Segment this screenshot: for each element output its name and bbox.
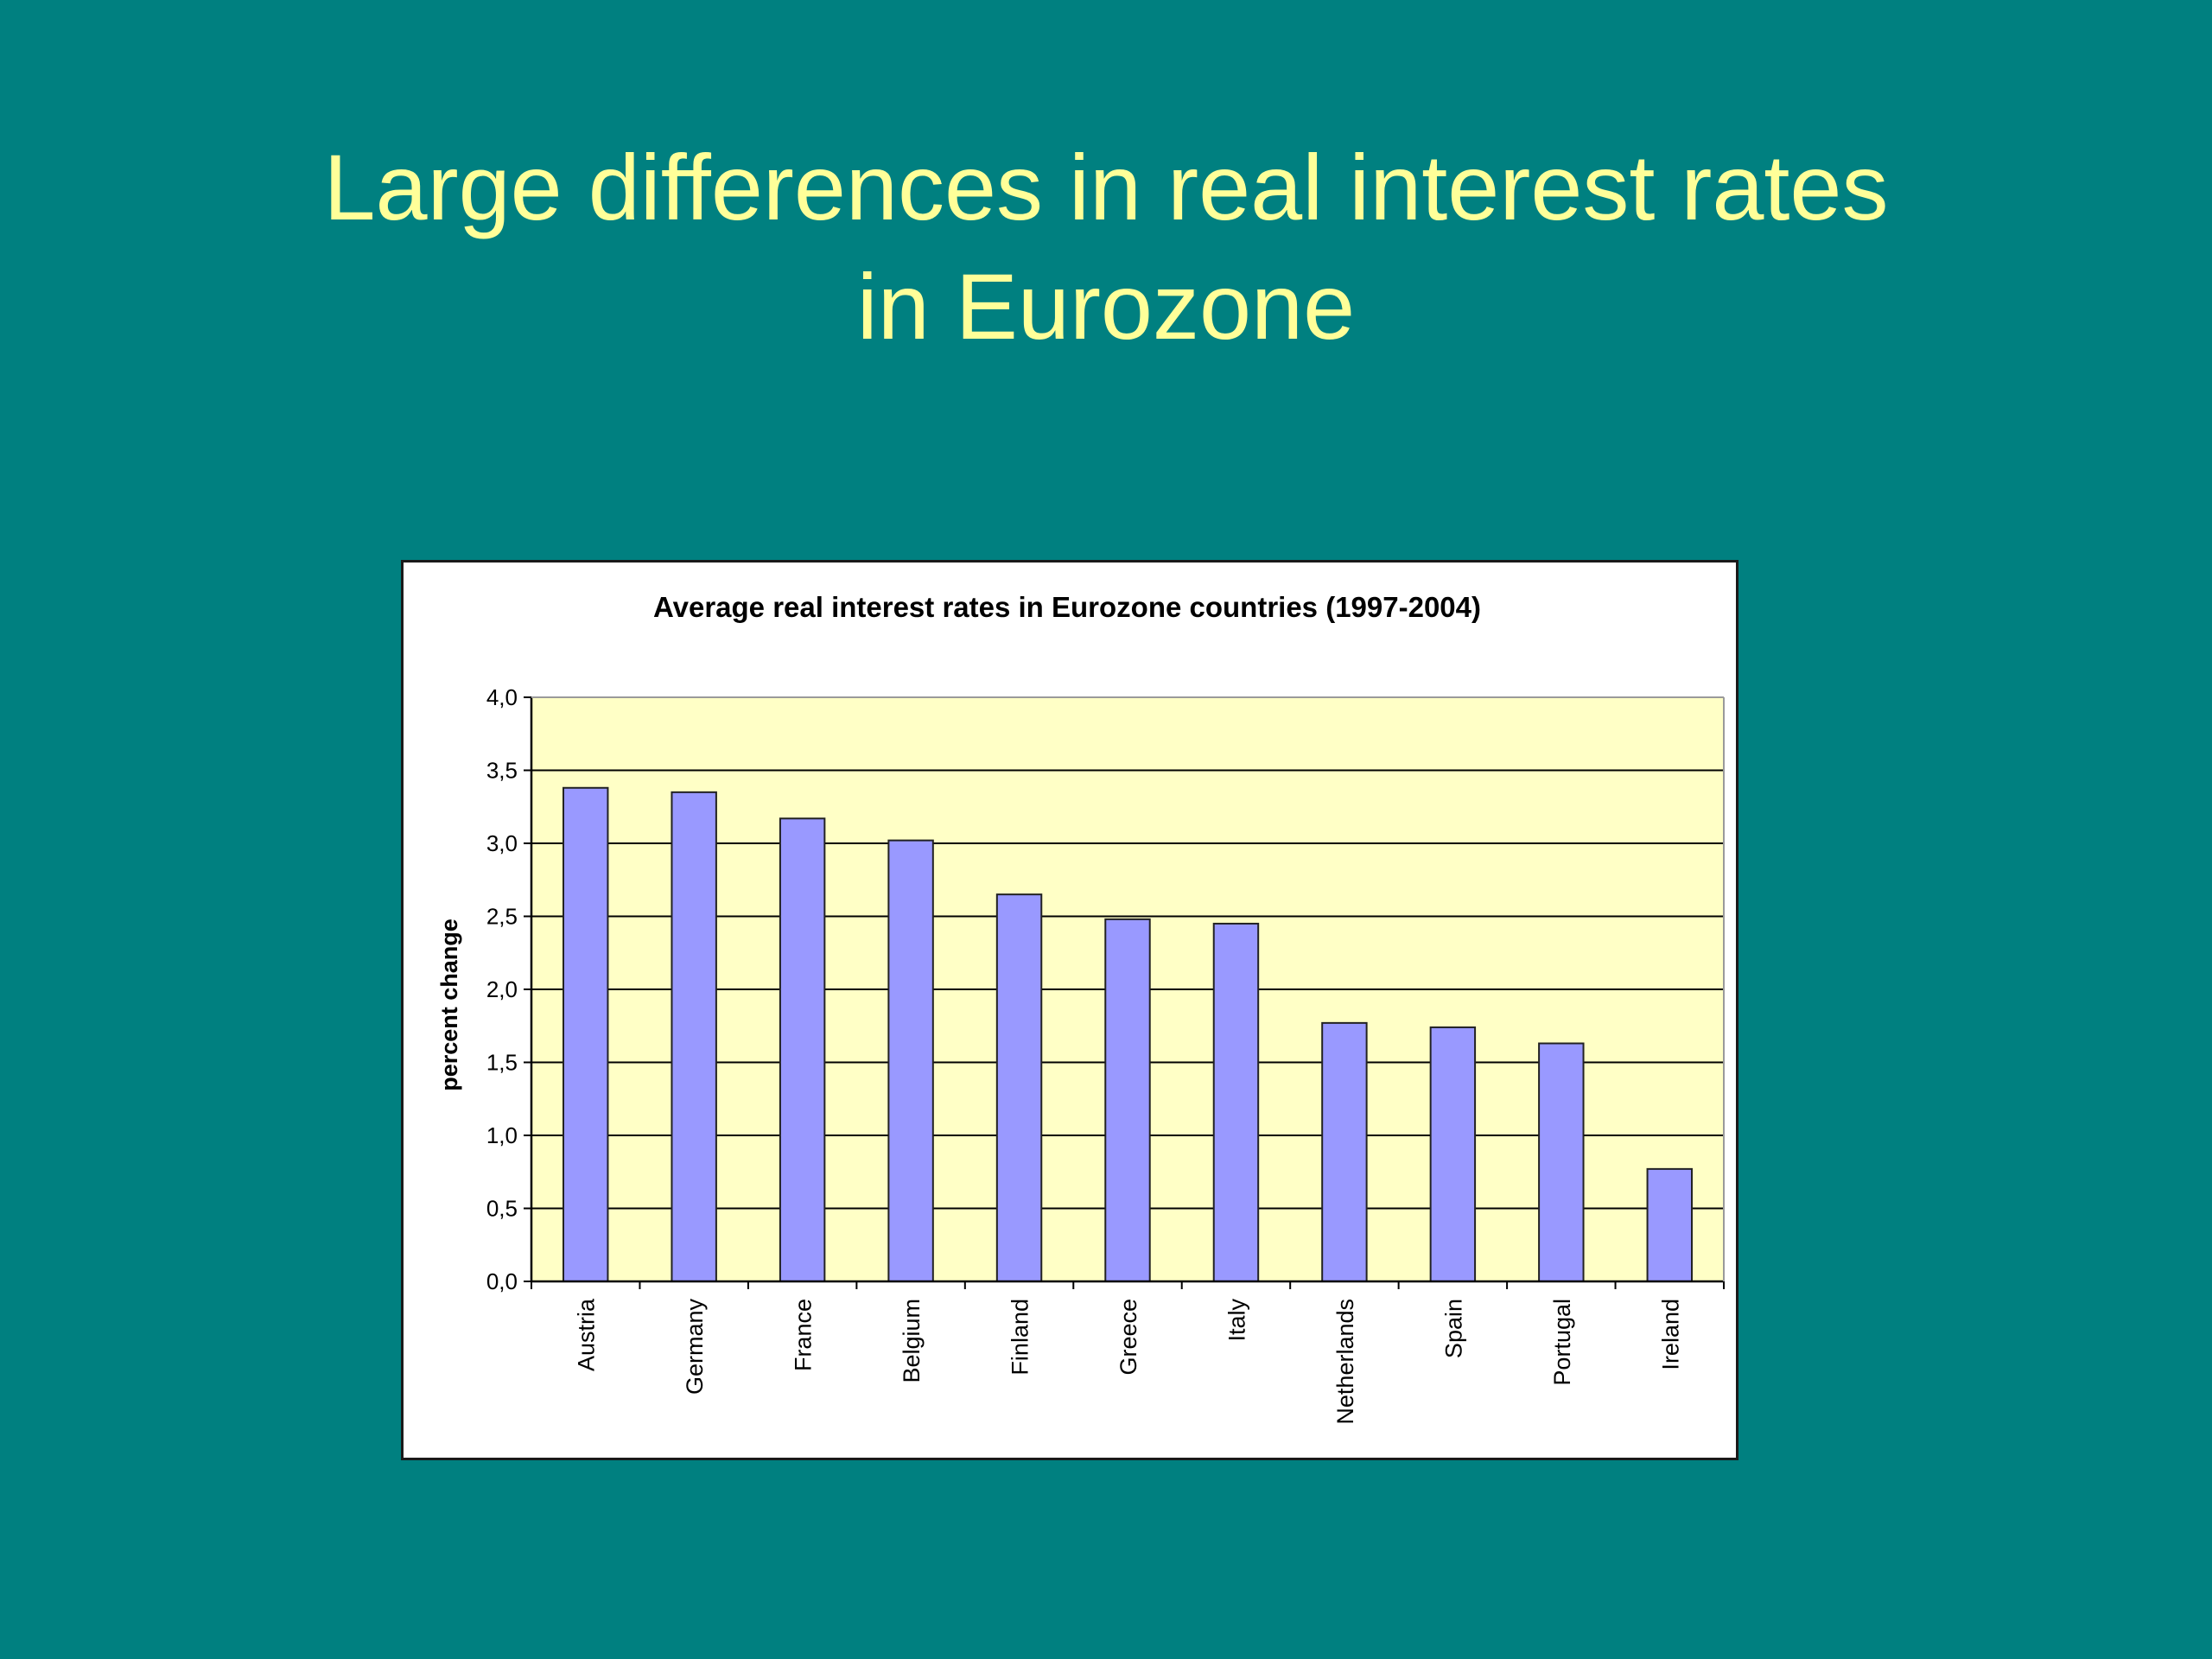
bar-chart: Average real interest rates in Eurozone … <box>436 591 1725 1425</box>
x-tick-label: Austria <box>574 1298 600 1371</box>
y-tick-label: 4,0 <box>486 684 518 710</box>
bar <box>1429 1026 1477 1282</box>
x-axis-ticks: Austria Germany France Belgium Finland Greece… <box>531 1281 1725 1425</box>
y-axis-ticks: 0,0 0,5 1,0 1,5 2,0 2,5 3,0 3,5 4,0 <box>486 684 531 1294</box>
bars <box>563 786 1693 1283</box>
y-tick-label: 0,5 <box>486 1196 518 1222</box>
y-axis-title: percent change <box>436 918 462 1091</box>
y-tick-label: 3,0 <box>486 830 518 856</box>
x-tick-label: Germany <box>682 1299 708 1395</box>
slide-title: Large differences in real interest rates… <box>0 128 2212 366</box>
x-tick-label: Italy <box>1224 1299 1249 1342</box>
x-tick-label: Ireland <box>1657 1299 1683 1370</box>
bar <box>887 839 934 1282</box>
bar <box>779 817 826 1282</box>
chart-title: Average real interest rates in Eurozone … <box>653 591 1481 623</box>
y-tick-label: 1,0 <box>486 1122 518 1148</box>
bar <box>1646 1167 1693 1282</box>
x-tick-label: Greece <box>1116 1299 1141 1376</box>
chart-frame: Average real interest rates in Eurozone … <box>401 560 1738 1460</box>
y-tick-label: 3,5 <box>486 758 518 784</box>
x-tick-label: Belgium <box>899 1299 925 1383</box>
bar <box>1538 1042 1585 1283</box>
y-tick-label: 0,0 <box>486 1268 518 1294</box>
bar <box>1104 918 1151 1282</box>
bar <box>563 786 609 1282</box>
slide-title-line-1: Large differences in real interest rates <box>323 135 1889 239</box>
x-tick-label: Netherlands <box>1332 1299 1358 1425</box>
bar <box>995 893 1043 1282</box>
bar <box>671 791 717 1283</box>
x-tick-label: Portugal <box>1549 1299 1575 1386</box>
bar <box>1212 922 1260 1282</box>
slide-title-line-2: in Eurozone <box>856 254 1356 359</box>
x-tick-label: Spain <box>1440 1299 1466 1358</box>
x-tick-label: France <box>791 1299 817 1371</box>
y-tick-label: 1,5 <box>486 1050 518 1076</box>
y-tick-label: 2,0 <box>486 976 518 1002</box>
bar <box>1321 1021 1368 1282</box>
y-tick-label: 2,5 <box>486 904 518 930</box>
x-tick-label: Finland <box>1007 1299 1033 1376</box>
